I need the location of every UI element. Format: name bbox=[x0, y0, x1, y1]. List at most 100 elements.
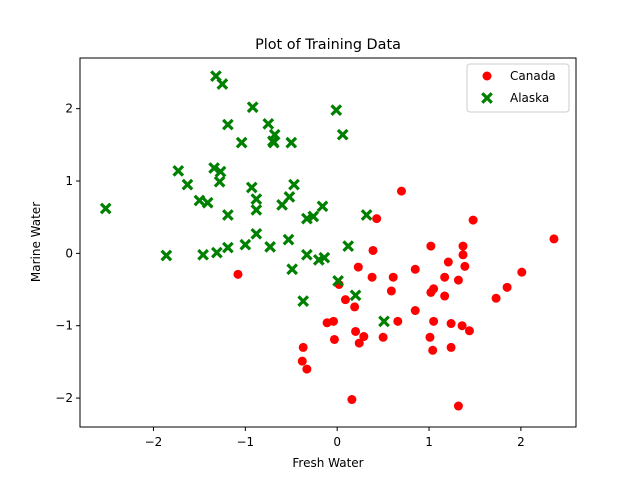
x-axis-label: Fresh Water bbox=[292, 456, 363, 470]
canada-point bbox=[297, 356, 307, 366]
canada-point bbox=[428, 345, 438, 355]
alaska-point bbox=[286, 263, 299, 276]
chart-title: Plot of Training Data bbox=[255, 37, 401, 53]
legend-label-alaska: Alaska bbox=[510, 91, 549, 105]
canada-point bbox=[443, 257, 453, 267]
canada-point bbox=[458, 250, 468, 260]
axis-ticks: −2 −1 0 1 2 −2 −1 0 1 2 bbox=[55, 102, 524, 449]
alaska-point bbox=[250, 227, 263, 240]
canada-point bbox=[460, 261, 470, 271]
canada-point bbox=[468, 215, 478, 225]
alaska-point bbox=[160, 249, 173, 262]
alaska-point bbox=[216, 78, 229, 90]
canada-point bbox=[329, 316, 339, 326]
canada-point bbox=[446, 319, 456, 329]
alaska-point bbox=[201, 196, 214, 209]
alaska-point bbox=[213, 175, 226, 188]
canada-point bbox=[378, 332, 388, 342]
alaska-point bbox=[283, 191, 296, 203]
canada-point bbox=[386, 286, 396, 296]
canada-point bbox=[425, 332, 435, 342]
y-tick-label: 0 bbox=[65, 246, 73, 260]
alaska-point bbox=[210, 246, 223, 259]
canada-point bbox=[354, 338, 364, 348]
legend-label-canada: Canada bbox=[510, 69, 556, 83]
canada-point bbox=[426, 287, 436, 297]
canada-point bbox=[410, 264, 420, 274]
canada-point bbox=[329, 334, 339, 344]
alaska-point bbox=[301, 248, 313, 261]
legend-frame bbox=[466, 63, 570, 113]
alaska-point bbox=[197, 248, 209, 261]
alaska-point bbox=[214, 165, 227, 178]
alaska-point bbox=[288, 178, 300, 191]
alaska-point bbox=[316, 200, 329, 213]
legend-marker-canada bbox=[482, 71, 492, 81]
alaska-point bbox=[267, 136, 280, 149]
x-tick-label: −2 bbox=[145, 435, 163, 449]
canada-point bbox=[446, 342, 456, 352]
x-tick-label: 1 bbox=[425, 435, 433, 449]
canada-point bbox=[350, 302, 360, 312]
alaska-point bbox=[297, 295, 310, 307]
canada-point bbox=[393, 316, 403, 326]
canada-point bbox=[453, 275, 463, 285]
alaska-point bbox=[330, 104, 343, 116]
canada-point bbox=[347, 395, 357, 405]
canada-point bbox=[298, 342, 308, 352]
canada-point bbox=[440, 272, 450, 282]
y-axis-label: Marine Water bbox=[29, 202, 43, 282]
canada-point bbox=[491, 293, 501, 303]
canada-point bbox=[353, 262, 363, 272]
canada-point bbox=[359, 332, 369, 342]
alaska-point bbox=[181, 178, 194, 191]
alaska-point bbox=[99, 202, 112, 215]
canada-point bbox=[372, 214, 382, 224]
alaska-point bbox=[349, 289, 362, 302]
alaska-point bbox=[222, 241, 234, 254]
plot-frame bbox=[79, 57, 577, 428]
canada-point bbox=[367, 272, 377, 282]
y-tick-label: 1 bbox=[65, 174, 73, 188]
canada-point bbox=[440, 291, 450, 301]
alaska-point bbox=[307, 210, 320, 223]
canada-point bbox=[351, 326, 361, 336]
alaska-point bbox=[262, 117, 275, 130]
alaska-point bbox=[332, 274, 344, 287]
alaska-point bbox=[222, 209, 234, 221]
canada-point bbox=[396, 186, 406, 196]
x-tick-label: 2 bbox=[517, 435, 525, 449]
canada-point bbox=[368, 245, 378, 255]
canada-point bbox=[457, 321, 467, 331]
y-tick-label: 2 bbox=[65, 102, 73, 116]
canada-point bbox=[388, 272, 398, 282]
alaska-point bbox=[336, 128, 349, 141]
canada-point bbox=[410, 306, 420, 316]
legend-marker-alaska bbox=[481, 92, 493, 104]
alaska-point bbox=[264, 240, 276, 253]
alaska-point bbox=[282, 233, 295, 246]
alaska-point bbox=[342, 240, 355, 252]
canada-point bbox=[502, 282, 512, 292]
alaska-point bbox=[245, 181, 258, 194]
alaska-point bbox=[172, 165, 185, 177]
alaska-point bbox=[193, 194, 206, 207]
canada-point bbox=[453, 401, 463, 411]
alaska-point bbox=[235, 136, 248, 149]
alaska-point bbox=[276, 199, 288, 211]
alaska-point bbox=[378, 315, 390, 328]
x-tick-label: −1 bbox=[236, 435, 254, 449]
data-points bbox=[99, 70, 559, 411]
y-tick-label: −2 bbox=[55, 391, 73, 405]
canada-point bbox=[549, 234, 559, 244]
canada-point bbox=[429, 316, 439, 326]
alaska-point bbox=[208, 162, 220, 174]
alaska-point bbox=[210, 70, 222, 82]
canada-point bbox=[464, 326, 474, 336]
y-tick-label: −1 bbox=[55, 319, 73, 333]
alaska-point bbox=[360, 209, 373, 221]
canada-point bbox=[426, 241, 436, 251]
canada-point bbox=[302, 364, 312, 374]
alaska-point bbox=[239, 238, 252, 251]
legend: Canada Alaska bbox=[466, 63, 570, 113]
